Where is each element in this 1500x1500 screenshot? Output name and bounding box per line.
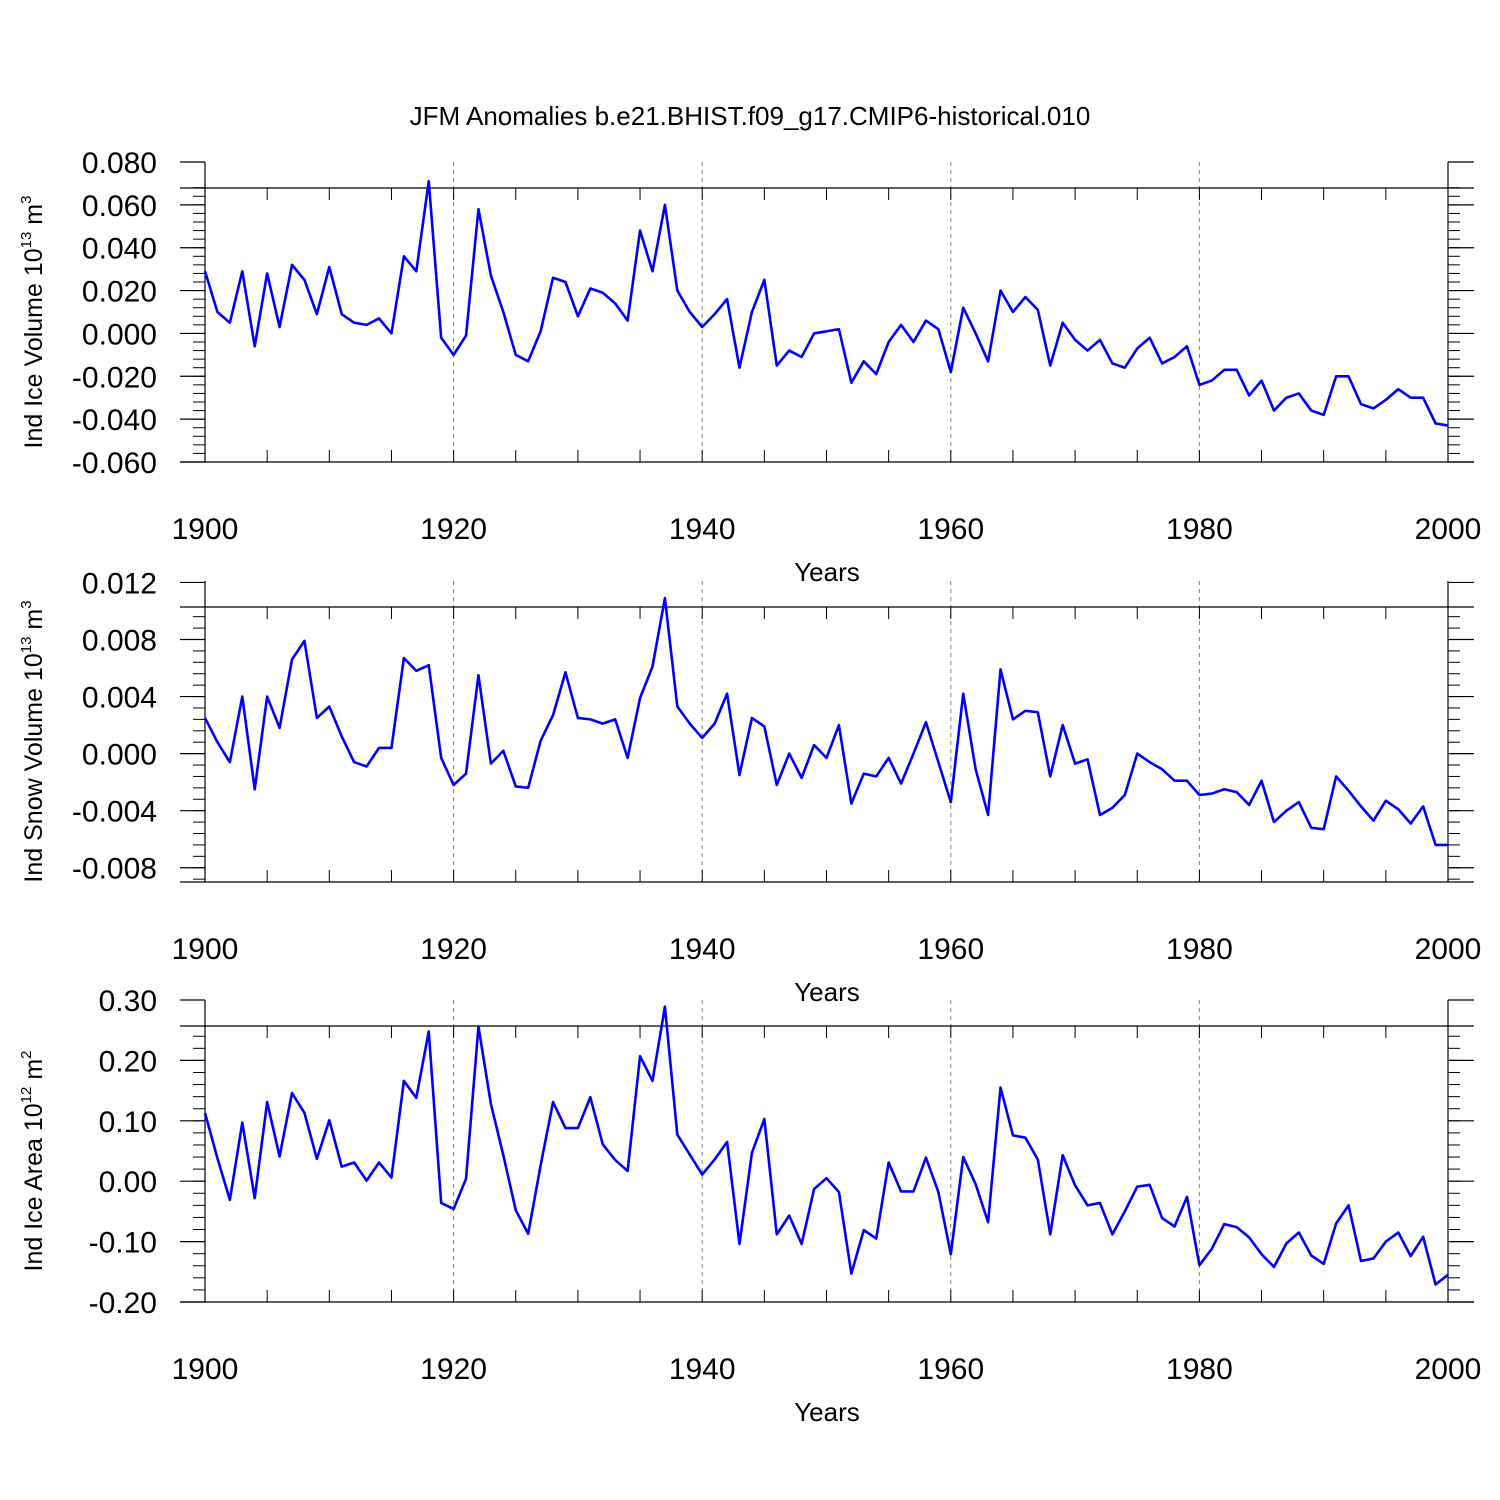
x-tick-label: 2000 (1415, 933, 1482, 966)
x-tick-label: 1980 (1166, 933, 1233, 966)
y-tick-label: 0.000 (82, 318, 157, 351)
x-axis-label: Years (794, 1397, 860, 1427)
y-axis-label: Ind Snow Volume 1013 m3 (18, 600, 48, 882)
y-tick-label: 0.060 (82, 190, 157, 223)
x-tick-label: 1960 (917, 933, 984, 966)
y-tick-label: 0.20 (99, 1045, 157, 1078)
y-tick-label: -0.004 (72, 796, 157, 829)
y-axis-label: Ind Ice Area 1012 m2 (18, 1051, 48, 1272)
x-tick-label: 1980 (1166, 1353, 1233, 1386)
y-tick-label: 0.012 (82, 567, 157, 600)
x-tick-label: 1980 (1166, 513, 1233, 546)
series-line-2 (203, 596, 1448, 847)
x-tick-label: 2000 (1415, 1353, 1482, 1386)
panels: -0.060 -0.040 -0.020 0.000 0.020 0.040 0.060 0.… (18, 147, 1481, 1427)
panel-2: -0.008 -0.004 0.000 0.004 0.008 0.012 1900 1920… (18, 567, 1481, 1007)
panel-3: -0.20 -0.10 0.00 0.10 0.20 0.30 1900 1920 1940 19… (18, 985, 1481, 1427)
y-tick-label: -0.20 (89, 1287, 157, 1320)
y-tick-label: 0.004 (82, 682, 157, 715)
y-tick-label: 0.040 (82, 233, 157, 266)
x-tick-label: 1940 (669, 1353, 736, 1386)
series-line-3 (203, 1005, 1449, 1286)
y-tick-label: -0.040 (72, 404, 157, 437)
y-tick-label: 0.008 (82, 624, 157, 657)
y-tick-label: -0.020 (72, 361, 157, 394)
x-tick-label: 1900 (172, 513, 239, 546)
y-axis-label: Ind Ice Volume 1013 m3 (18, 196, 48, 449)
x-tick-label: 1920 (420, 1353, 487, 1386)
y-tick-label: -0.10 (89, 1227, 157, 1260)
y-tick-label: 0.00 (99, 1166, 157, 1199)
y-tick-label: 0.080 (82, 147, 157, 180)
y-tick-label: 0.000 (82, 739, 157, 772)
x-tick-label: 1940 (669, 933, 736, 966)
figure-title: JFM Anomalies b.e21.BHIST.f09_g17.CMIP6-… (410, 101, 1091, 131)
y-tick-label: 0.30 (99, 985, 157, 1018)
y-tick-label: 0.10 (99, 1106, 157, 1139)
x-axis-label: Years (794, 557, 860, 587)
x-tick-label: 1920 (420, 513, 487, 546)
x-tick-label: 1920 (420, 933, 487, 966)
x-tick-label: 1960 (917, 1353, 984, 1386)
y-tick-label: -0.060 (72, 447, 157, 480)
y-tick-label: -0.008 (72, 853, 157, 886)
x-tick-label: 1960 (917, 513, 984, 546)
x-tick-label: 2000 (1415, 513, 1482, 546)
series-line-1 (203, 179, 1449, 427)
x-axis-label: Years (794, 977, 860, 1007)
x-tick-label: 1900 (172, 1353, 239, 1386)
panel-1: -0.060 -0.040 -0.020 0.000 0.020 0.040 0.060 0.… (18, 147, 1481, 587)
x-tick-label: 1940 (669, 513, 736, 546)
x-tick-label: 1900 (172, 933, 239, 966)
y-tick-label: 0.020 (82, 276, 157, 309)
